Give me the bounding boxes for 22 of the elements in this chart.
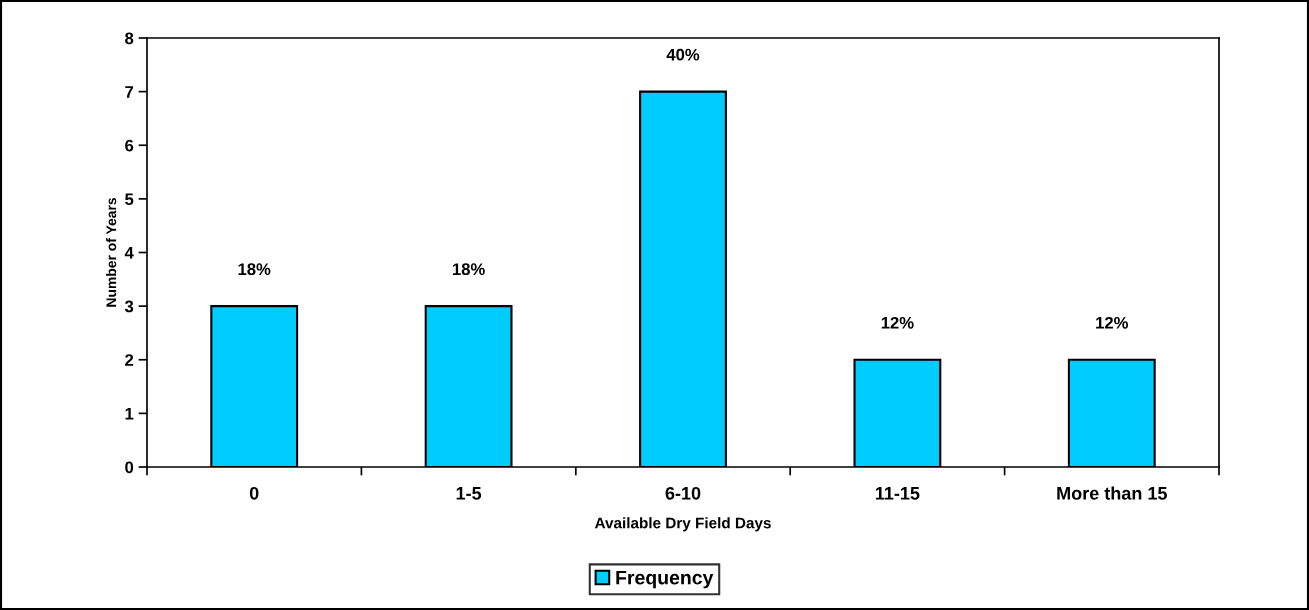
x-tick-label: More than 15 <box>1057 486 1167 500</box>
y-tick-label: 2 <box>125 354 134 366</box>
y-tick-label: 7 <box>125 86 134 98</box>
y-tick-label: 5 <box>125 193 134 206</box>
x-tick-label: 0 <box>249 486 259 500</box>
legend-label: Frequency <box>616 570 714 589</box>
annotation: 18% <box>238 263 271 276</box>
x-axis-title: Available Dry Field Days <box>594 517 771 532</box>
x-tick-label: 6-10 <box>665 486 701 500</box>
y-axis-title: Number of Years <box>106 198 117 307</box>
annotation: 40% <box>666 48 700 61</box>
annotation: 18% <box>452 263 485 276</box>
y-tick-label: 0 <box>125 461 134 474</box>
y-tick-label: 8 <box>125 32 134 45</box>
x-tick-label: 1-5 <box>456 487 482 500</box>
y-tick-label: 6 <box>125 139 134 152</box>
annotation: 12% <box>881 316 914 329</box>
annotation: 12% <box>1096 316 1129 329</box>
y-tick-label: 1 <box>125 407 134 420</box>
x-tick-label: 11-15 <box>875 487 920 500</box>
y-tick-label: 4 <box>124 247 134 259</box>
y-tick-label: 3 <box>124 300 134 313</box>
